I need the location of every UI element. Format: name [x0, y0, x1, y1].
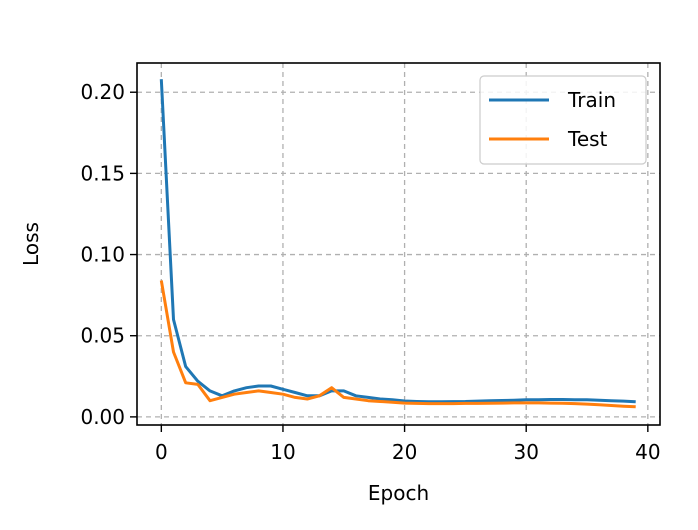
series-layer	[159, 79, 636, 409]
x-tick-label: 40	[635, 440, 660, 464]
x-tick-label: 0	[155, 440, 168, 464]
y-tick-label: 0.10	[80, 243, 125, 267]
y-tick-label: 0.05	[80, 324, 125, 348]
y-axis-label: Loss	[19, 222, 43, 266]
x-tick-label: 10	[270, 440, 295, 464]
legend-train-label: Train	[567, 88, 616, 112]
legend-test-label: Test	[567, 127, 608, 151]
y-tick-label: 0.20	[80, 80, 125, 104]
x-axis-label: Epoch	[368, 481, 429, 505]
x-tick-label: 20	[392, 440, 417, 464]
legend: Train Test	[479, 75, 647, 165]
series-line-train	[159, 79, 636, 404]
y-tick-label: 0.15	[80, 161, 125, 185]
y-tick-label: 0.00	[80, 405, 125, 429]
tick-layer: 0 10 20 30 40 0.00 0.05 0.10 0.15 0.20	[80, 80, 660, 464]
series-line-test	[159, 280, 636, 409]
plot-frame	[136, 62, 661, 426]
legend-box	[479, 75, 647, 165]
x-tick-label: 30	[513, 440, 538, 464]
